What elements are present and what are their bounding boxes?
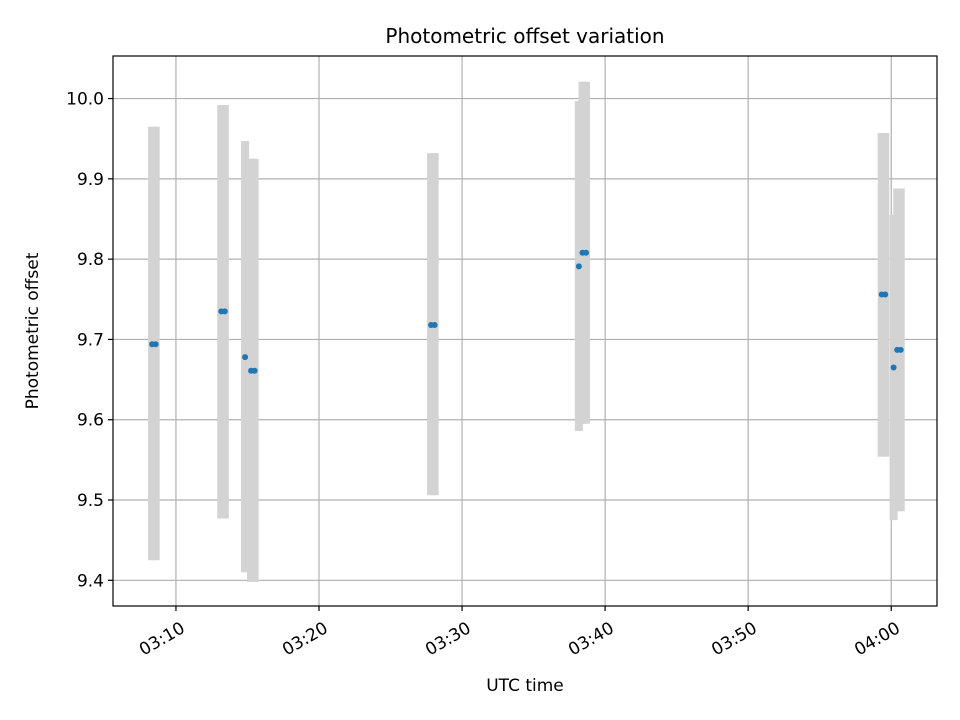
plot-frame bbox=[112, 55, 938, 607]
chart-title: Photometric offset variation bbox=[385, 24, 664, 48]
data-point bbox=[583, 249, 590, 256]
data-point bbox=[890, 364, 897, 371]
y-tick-label: 9.4 bbox=[77, 571, 104, 591]
data-point bbox=[152, 341, 159, 348]
data-points bbox=[149, 249, 904, 374]
y-axis: 9.4 9.5 9.6 9.7 9.8 9.9 10.0 bbox=[66, 90, 113, 591]
data-point bbox=[897, 346, 904, 353]
data-point bbox=[575, 263, 582, 270]
data-point bbox=[431, 321, 438, 328]
data-point bbox=[221, 308, 228, 315]
y-tick-label: 9.6 bbox=[77, 411, 104, 431]
x-axis-label: UTC time bbox=[486, 676, 564, 696]
y-axis-label: Photometric offset bbox=[23, 252, 43, 409]
y-tick-label: 10.0 bbox=[66, 90, 104, 110]
y-tick-label: 9.7 bbox=[77, 330, 104, 350]
data-point bbox=[882, 291, 889, 298]
y-tick-label: 9.8 bbox=[77, 250, 104, 270]
y-tick-label: 9.9 bbox=[77, 170, 104, 190]
data-point bbox=[242, 354, 249, 361]
data-point bbox=[251, 367, 258, 374]
y-tick-label: 9.5 bbox=[77, 491, 104, 511]
